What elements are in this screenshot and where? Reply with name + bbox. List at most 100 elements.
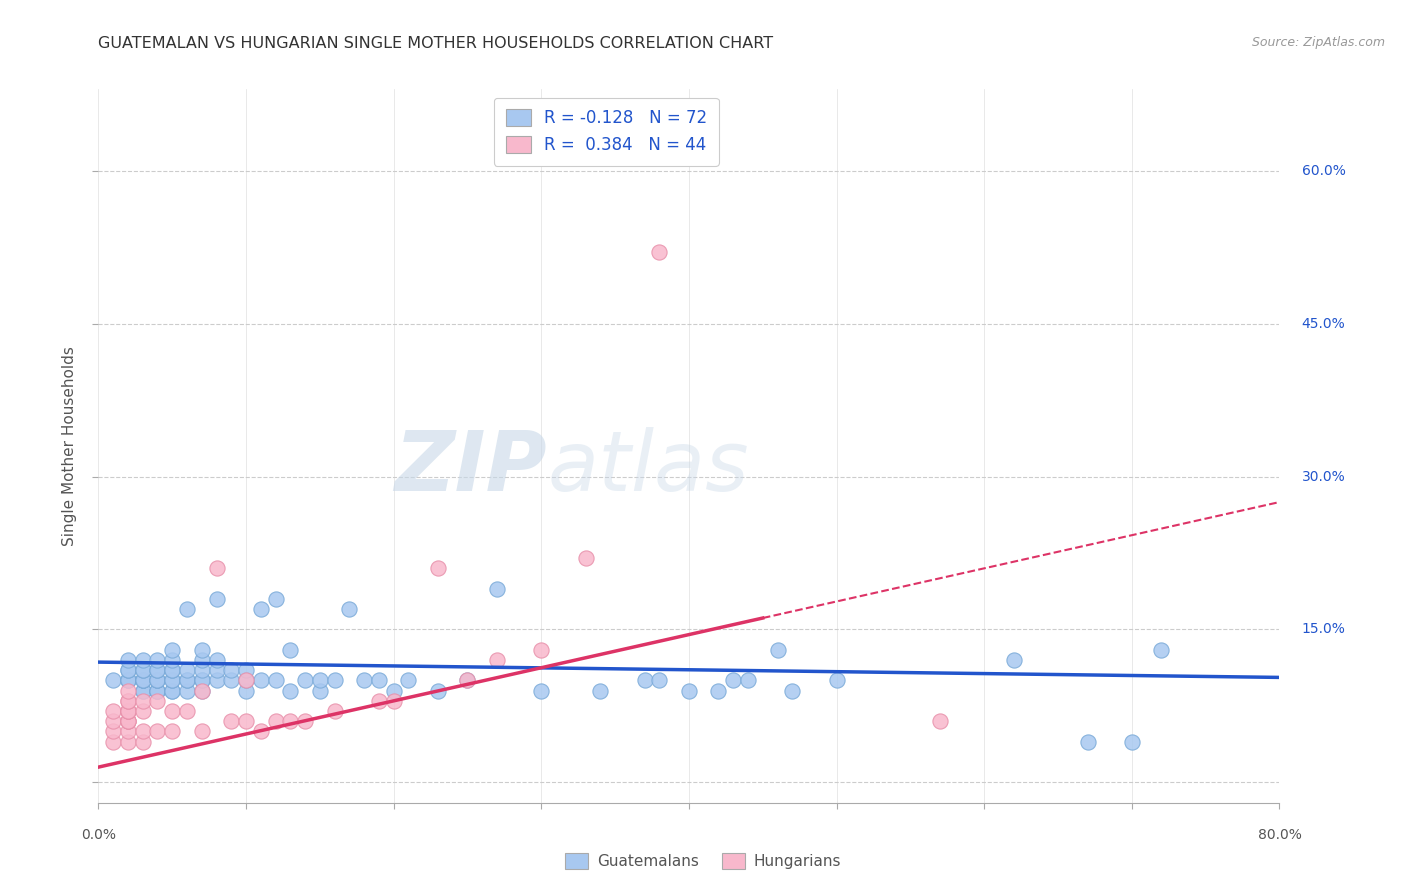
Point (309, 683, 332, 698)
Point (250, 602, 273, 616)
Point (191, 673, 214, 688)
Point (205, 561, 228, 575)
Point (146, 683, 169, 698)
Point (117, 704, 139, 718)
Point (117, 724, 139, 739)
Point (191, 683, 214, 698)
Point (191, 663, 214, 677)
Point (219, 673, 242, 688)
Text: 30.0%: 30.0% (1302, 469, 1346, 483)
Point (427, 561, 450, 575)
Point (235, 673, 257, 688)
Point (117, 704, 139, 718)
Point (162, 704, 183, 718)
Point (825, 673, 848, 688)
Point (117, 714, 139, 729)
Point (235, 683, 257, 698)
Point (191, 643, 214, 657)
Point (162, 724, 183, 739)
Point (205, 673, 228, 688)
Text: Source: ZipAtlas.com: Source: ZipAtlas.com (1251, 36, 1385, 49)
Point (176, 683, 198, 698)
Point (132, 704, 155, 718)
Point (309, 673, 332, 688)
Point (323, 673, 346, 688)
Point (648, 245, 671, 260)
Point (117, 734, 139, 748)
Point (132, 724, 155, 739)
Point (132, 734, 155, 748)
Point (648, 673, 671, 688)
Text: 60.0%: 60.0% (1302, 164, 1346, 178)
Point (132, 694, 155, 708)
Point (191, 724, 214, 739)
Point (146, 663, 169, 677)
Point (278, 714, 302, 729)
Text: 80.0%: 80.0% (1257, 829, 1302, 842)
Point (132, 673, 155, 688)
Point (162, 663, 183, 677)
Point (117, 683, 139, 698)
Text: 45.0%: 45.0% (1302, 317, 1346, 331)
Point (1150, 643, 1173, 657)
Point (146, 673, 169, 688)
Point (176, 663, 198, 677)
Point (264, 714, 287, 729)
Point (368, 694, 391, 708)
Point (678, 683, 700, 698)
Point (117, 694, 139, 708)
Point (264, 591, 287, 606)
Point (132, 683, 155, 698)
Point (456, 673, 478, 688)
Point (162, 663, 183, 677)
Point (294, 714, 316, 729)
Point (219, 714, 242, 729)
Point (176, 704, 198, 718)
Point (132, 673, 155, 688)
Point (162, 653, 183, 667)
Point (928, 714, 950, 729)
Point (117, 663, 139, 677)
Point (368, 673, 391, 688)
Point (219, 663, 242, 677)
Point (132, 673, 155, 688)
Point (146, 694, 169, 708)
Point (589, 683, 612, 698)
Point (146, 683, 169, 698)
Point (146, 663, 169, 677)
Point (530, 643, 553, 657)
Point (530, 683, 553, 698)
Point (146, 683, 169, 698)
Point (132, 663, 155, 677)
Point (486, 582, 509, 596)
Point (191, 683, 214, 698)
Point (427, 683, 450, 698)
Point (162, 643, 183, 657)
Point (382, 683, 405, 698)
Point (737, 673, 759, 688)
Point (264, 673, 287, 688)
Point (766, 643, 789, 657)
Text: ZIP: ZIP (395, 427, 547, 508)
Point (250, 673, 273, 688)
Point (117, 694, 139, 708)
Point (146, 673, 169, 688)
Point (205, 591, 228, 606)
Point (337, 602, 360, 616)
Point (117, 704, 139, 718)
Text: GUATEMALAN VS HUNGARIAN SINGLE MOTHER HOUSEHOLDS CORRELATION CHART: GUATEMALAN VS HUNGARIAN SINGLE MOTHER HO… (98, 36, 773, 51)
Text: atlas: atlas (547, 427, 749, 508)
Point (486, 653, 509, 667)
Point (162, 673, 183, 688)
Point (323, 704, 346, 718)
Point (103, 704, 125, 718)
Point (176, 673, 198, 688)
Point (103, 734, 125, 748)
Point (205, 653, 228, 667)
Point (117, 653, 139, 667)
Point (132, 673, 155, 688)
Point (278, 643, 302, 657)
Point (205, 663, 228, 677)
Point (117, 673, 139, 688)
Point (574, 551, 596, 566)
